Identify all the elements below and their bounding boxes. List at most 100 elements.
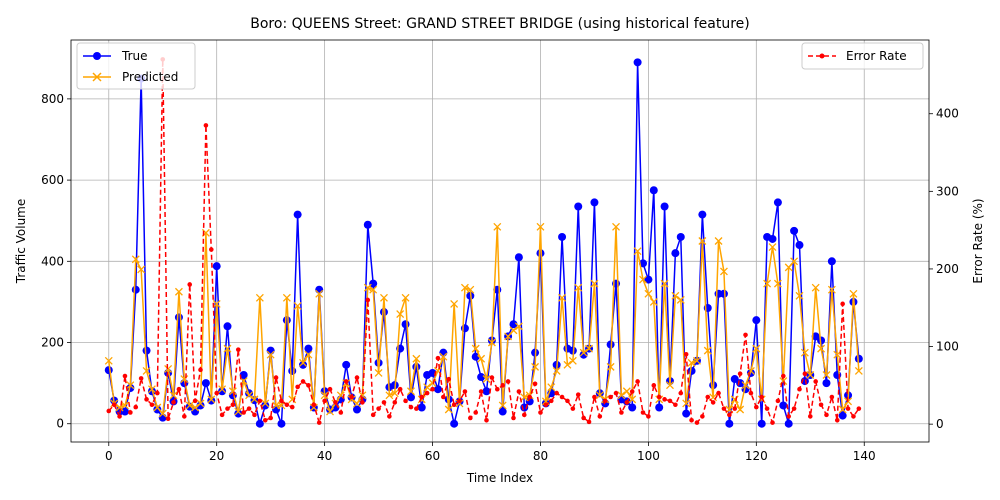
series-error-rate [106,57,862,426]
data-point-predicted [191,403,200,412]
legend-error-label: Error Rate [846,49,907,63]
data-point-predicted [477,354,486,363]
data-point-error-rate [408,404,414,410]
data-point-predicted [612,222,620,231]
series-lines [104,57,863,428]
data-point-error-rate [737,371,743,377]
data-point-predicted [547,383,556,392]
data-point-error-rate [592,394,597,400]
data-point-error-rate [495,386,500,392]
data-point-error-rate [824,412,829,418]
data-point-error-rate [457,398,462,404]
y2-tick-label: 200 [936,262,959,276]
data-point-error-rate [818,402,824,408]
legend-true-marker [93,52,101,60]
data-point-error-rate [138,376,144,381]
data-point-predicted [450,299,459,308]
data-point-error-rate [710,400,716,405]
data-point-predicted [185,401,194,410]
data-point-error-rate [845,406,851,411]
x-tick-label: 140 [853,449,876,463]
legend-error-marker [819,53,825,59]
data-point-predicted [649,297,658,306]
data-point-predicted [131,255,140,264]
data-point-error-rate [182,414,187,419]
data-point-predicted [353,399,361,408]
data-point-true [288,366,297,375]
data-point-predicted [827,285,836,294]
data-point-true [854,354,863,363]
data-point-true [574,202,583,211]
data-point-predicted [309,403,318,412]
data-point-error-rate [597,414,603,419]
data-point-predicted [590,279,599,288]
data-point-error-rate [349,394,354,400]
data-point-error-rate [813,379,818,384]
data-point-error-rate [781,373,786,379]
data-point-error-rate [754,404,759,410]
data-point-true [558,232,567,241]
data-point-predicted [455,399,464,408]
data-point-true [223,322,232,331]
data-point-error-rate [230,402,236,408]
data-point-true [417,403,426,412]
data-point-error-rate [656,394,662,400]
x-tick-label: 0 [105,449,113,463]
data-point-error-rate [403,398,408,404]
data-point-predicted [520,393,529,402]
data-point-predicted [487,338,496,347]
data-point-true [363,220,372,229]
data-point-predicted [250,395,259,404]
data-point-predicted [428,379,437,388]
data-point-true [660,202,669,211]
data-point-predicted [752,344,761,353]
y2-axis-label: Error Rate (%) [971,198,985,283]
data-point-predicted [293,302,302,310]
data-point-error-rate [252,412,257,418]
data-point-error-rate [106,408,112,414]
data-point-predicted [595,391,604,400]
data-point-predicted [347,395,356,404]
data-point-error-rate [651,383,657,388]
data-point-predicted [326,407,334,416]
chart-title: Boro: QUEENS Street: GRAND STREET BRIDGE… [250,16,749,32]
data-point-predicted [568,356,577,365]
data-point-predicted [514,322,523,331]
data-point-predicted [773,279,782,288]
data-point-predicted [563,360,572,369]
data-point-predicted [228,387,237,396]
data-point-predicted [482,375,491,384]
data-point-error-rate [381,400,387,405]
x-axis-label: Time Index [466,471,533,485]
data-point-true [536,249,545,258]
data-point-true [353,405,361,414]
data-point-true [633,58,642,67]
data-point-predicted [698,237,707,245]
data-point-true [369,279,378,288]
data-point-error-rate [300,379,306,384]
data-point-predicted [169,391,178,400]
data-point-error-rate [748,390,754,396]
data-point-error-rate [424,390,430,396]
data-point-predicted [806,371,815,379]
data-point-error-rate [279,398,284,404]
data-point-true [212,262,221,271]
data-point-error-rate [505,379,511,384]
data-point-true [579,350,588,359]
data-point-predicted [811,283,820,292]
data-point-true [644,275,653,284]
data-point-error-rate [851,414,856,419]
data-point-error-rate [225,406,230,411]
data-point-error-rate [743,332,748,338]
y-tick-label: 800 [41,92,64,106]
y2-tick-label: 300 [936,184,959,198]
x-tick-label: 40 [317,449,332,463]
y-tick-label: 400 [41,254,64,268]
data-point-predicted [390,389,399,398]
data-point-error-rate [694,420,700,425]
data-point-predicted [218,385,227,394]
data-point-error-rate [516,389,522,394]
data-point-predicted [423,383,432,392]
data-point-error-rate [144,397,149,402]
